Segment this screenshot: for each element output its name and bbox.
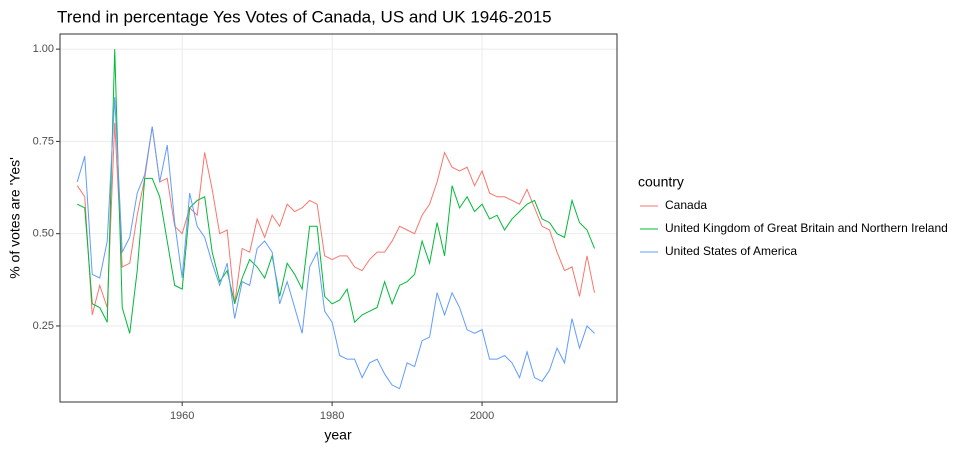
legend-label: Canada [665, 198, 707, 212]
y-axis-title: % of votes are 'Yes' [7, 157, 23, 279]
data-line [77, 49, 595, 334]
panel-border [59, 33, 618, 403]
x-tick-label: 2000 [470, 410, 494, 422]
y-tick-label: 1.00 [33, 43, 54, 55]
legend-label: United Kingdom of Great Britain and Nort… [665, 221, 948, 235]
legend-title: country [638, 174, 684, 190]
data-line [76, 122, 595, 316]
x-tick-label: 1980 [320, 410, 344, 422]
y-tick-label: 0.25 [33, 320, 54, 332]
x-tick-label: 1960 [170, 410, 194, 422]
data-line [76, 97, 595, 390]
legend-label: United States of America [665, 244, 797, 258]
chart-title: Trend in percentage Yes Votes of Canada,… [57, 7, 552, 26]
y-tick-label: 0.50 [33, 228, 54, 240]
x-axis-title: year [324, 427, 352, 443]
y-tick-label: 0.75 [33, 135, 54, 147]
